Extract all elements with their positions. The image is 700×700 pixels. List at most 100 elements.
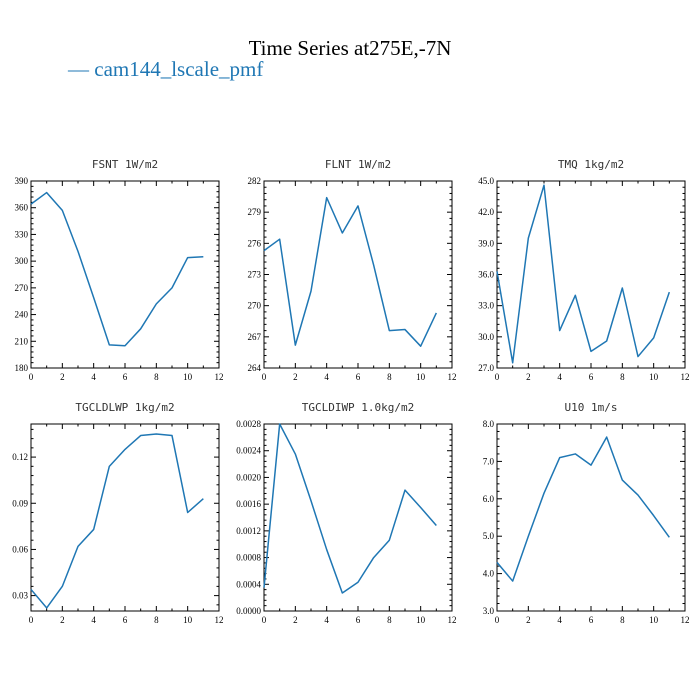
series-line [263,196,438,347]
panel-1: FSNT 1W/m2 0 2 4 6 8 10 12 180 210 240 270 300 330 360… [15,158,224,382]
x-tick-label: 12 [215,615,224,625]
y-tick-label: 267 [248,332,262,342]
y-tick-label: 0.0012 [236,526,261,536]
x-tick-label: 0 [29,372,34,382]
y-tick-label: 300 [15,256,29,266]
y-tick-label: 276 [248,238,262,248]
y-tick-label: 4.0 [483,569,495,579]
plot-frame [30,180,220,369]
x-tick-label: 4 [324,372,329,382]
x-tick-label: 12 [681,615,690,625]
y-tick-label: 0.0000 [236,606,261,616]
y-tick-label: 270 [15,283,29,293]
y-tick-label: 6.0 [483,494,495,504]
y-tick-label: 0.0004 [236,579,261,589]
x-tick-label: 12 [448,615,457,625]
y-tick-label: 0.0020 [236,472,261,482]
panel-title: TMQ 1kg/m2 [558,158,624,171]
y-tick-label: 36.0 [478,270,494,280]
x-tick-label: 0 [262,615,267,625]
y-tick-label: 180 [15,363,29,373]
plot-frame [496,180,686,369]
x-tick-label: 4 [557,372,562,382]
x-tick-label: 2 [526,372,531,382]
x-tick-label: 10 [649,372,659,382]
y-tick-label: 8.0 [483,419,495,429]
x-tick-label: 4 [91,372,96,382]
x-tick-label: 0 [262,372,267,382]
y-tick-label: 27.0 [478,363,494,373]
y-tick-label: 39.0 [478,238,494,248]
x-tick-label: 6 [589,372,594,382]
y-tick-label: 0.03 [12,591,28,601]
x-tick-label: 2 [526,615,531,625]
series-line [496,436,670,582]
y-tick-label: 7.0 [483,456,495,466]
y-tick-label: 360 [15,203,29,213]
y-tick-label: 0.0008 [236,553,261,563]
panel-6: U10 1m/s 0 2 4 6 8 10 12 3.0 4.0 5.0 6.0 7.0 8.0 [483,401,690,625]
y-tick-label: 0.12 [12,452,28,462]
y-tick-label: 42.0 [478,207,494,217]
x-tick-label: 8 [154,372,159,382]
y-tick-label: 279 [248,207,262,217]
y-tick-label: 0.0016 [236,499,261,509]
x-tick-label: 2 [60,372,65,382]
panel-4: TGCLDLWP 1kg/m2 0 2 4 6 8 10 12 0.03 0.06 0.09 0.12 [12,401,223,625]
y-tick-label: 5.0 [483,531,495,541]
y-tick-label: 0.09 [12,498,28,508]
panel-2: FLNT 1W/m2 0 2 4 6 8 10 12 264 267 270 273 276 279 282 [248,158,457,382]
series-line [263,423,437,594]
y-tick-label: 210 [15,336,29,346]
panels-group: FSNT 1W/m20 2 4 6 8 10 12180210240270300330360… [12,158,689,625]
x-tick-label: 8 [620,372,625,382]
x-tick-label: 6 [123,615,128,625]
x-tick-label: 10 [649,615,659,625]
y-tick-label: 282 [248,176,262,186]
y-tick-label: 390 [15,176,29,186]
panel-title: FLNT 1W/m2 [325,158,391,171]
panel-title: TGCLDIWP 1.0kg/m2 [302,401,415,414]
x-tick-label: 10 [183,372,193,382]
x-tick-label: 6 [589,615,594,625]
series-line [496,184,671,364]
y-tick-label: 30.0 [478,332,494,342]
panel-5: TGCLDIWP 1.0kg/m2 0 2 4 6 8 10 12 0.0000 0.0004 0.… [236,401,456,625]
y-tick-label: 270 [248,301,262,311]
y-tick-label: 0.0028 [236,419,261,429]
panel-title: U10 1m/s [565,401,618,414]
x-tick-label: 8 [387,372,392,382]
legend-entry: — cam144_lscale_pmf [67,57,263,81]
x-tick-label: 4 [324,615,329,625]
x-tick-label: 8 [620,615,625,625]
x-tick-label: 10 [416,372,426,382]
x-tick-label: 4 [557,615,562,625]
y-tick-label: 0.06 [12,544,28,554]
x-tick-label: 0 [495,372,500,382]
panel-3: TMQ 1kg/m2 0 2 4 6 8 10 12 27.0 30.0 33.0 36.0 39.0 4… [478,158,689,382]
series-line [30,433,204,609]
panel-title: FSNT 1W/m2 [92,158,158,171]
x-tick-label: 0 [495,615,500,625]
y-tick-label: 33.0 [478,301,494,311]
y-tick-label: 240 [15,310,29,320]
x-tick-label: 6 [356,615,361,625]
x-tick-label: 12 [681,372,690,382]
series-line [30,191,204,347]
x-tick-label: 2 [60,615,65,625]
y-tick-label: 264 [248,363,262,373]
panel-title: TGCLDLWP 1kg/m2 [75,401,174,414]
x-tick-label: 10 [183,615,193,625]
y-tick-label: 3.0 [483,606,495,616]
plot-frame [496,423,686,612]
x-tick-label: 4 [91,615,96,625]
x-tick-label: 6 [356,372,361,382]
plot-frame [30,423,220,612]
x-tick-label: 2 [293,372,298,382]
x-tick-label: 12 [215,372,224,382]
x-tick-label: 12 [448,372,457,382]
y-tick-label: 0.0024 [236,446,261,456]
figure-title: Time Series at275E,-7N [249,36,452,60]
x-tick-label: 0 [29,615,34,625]
